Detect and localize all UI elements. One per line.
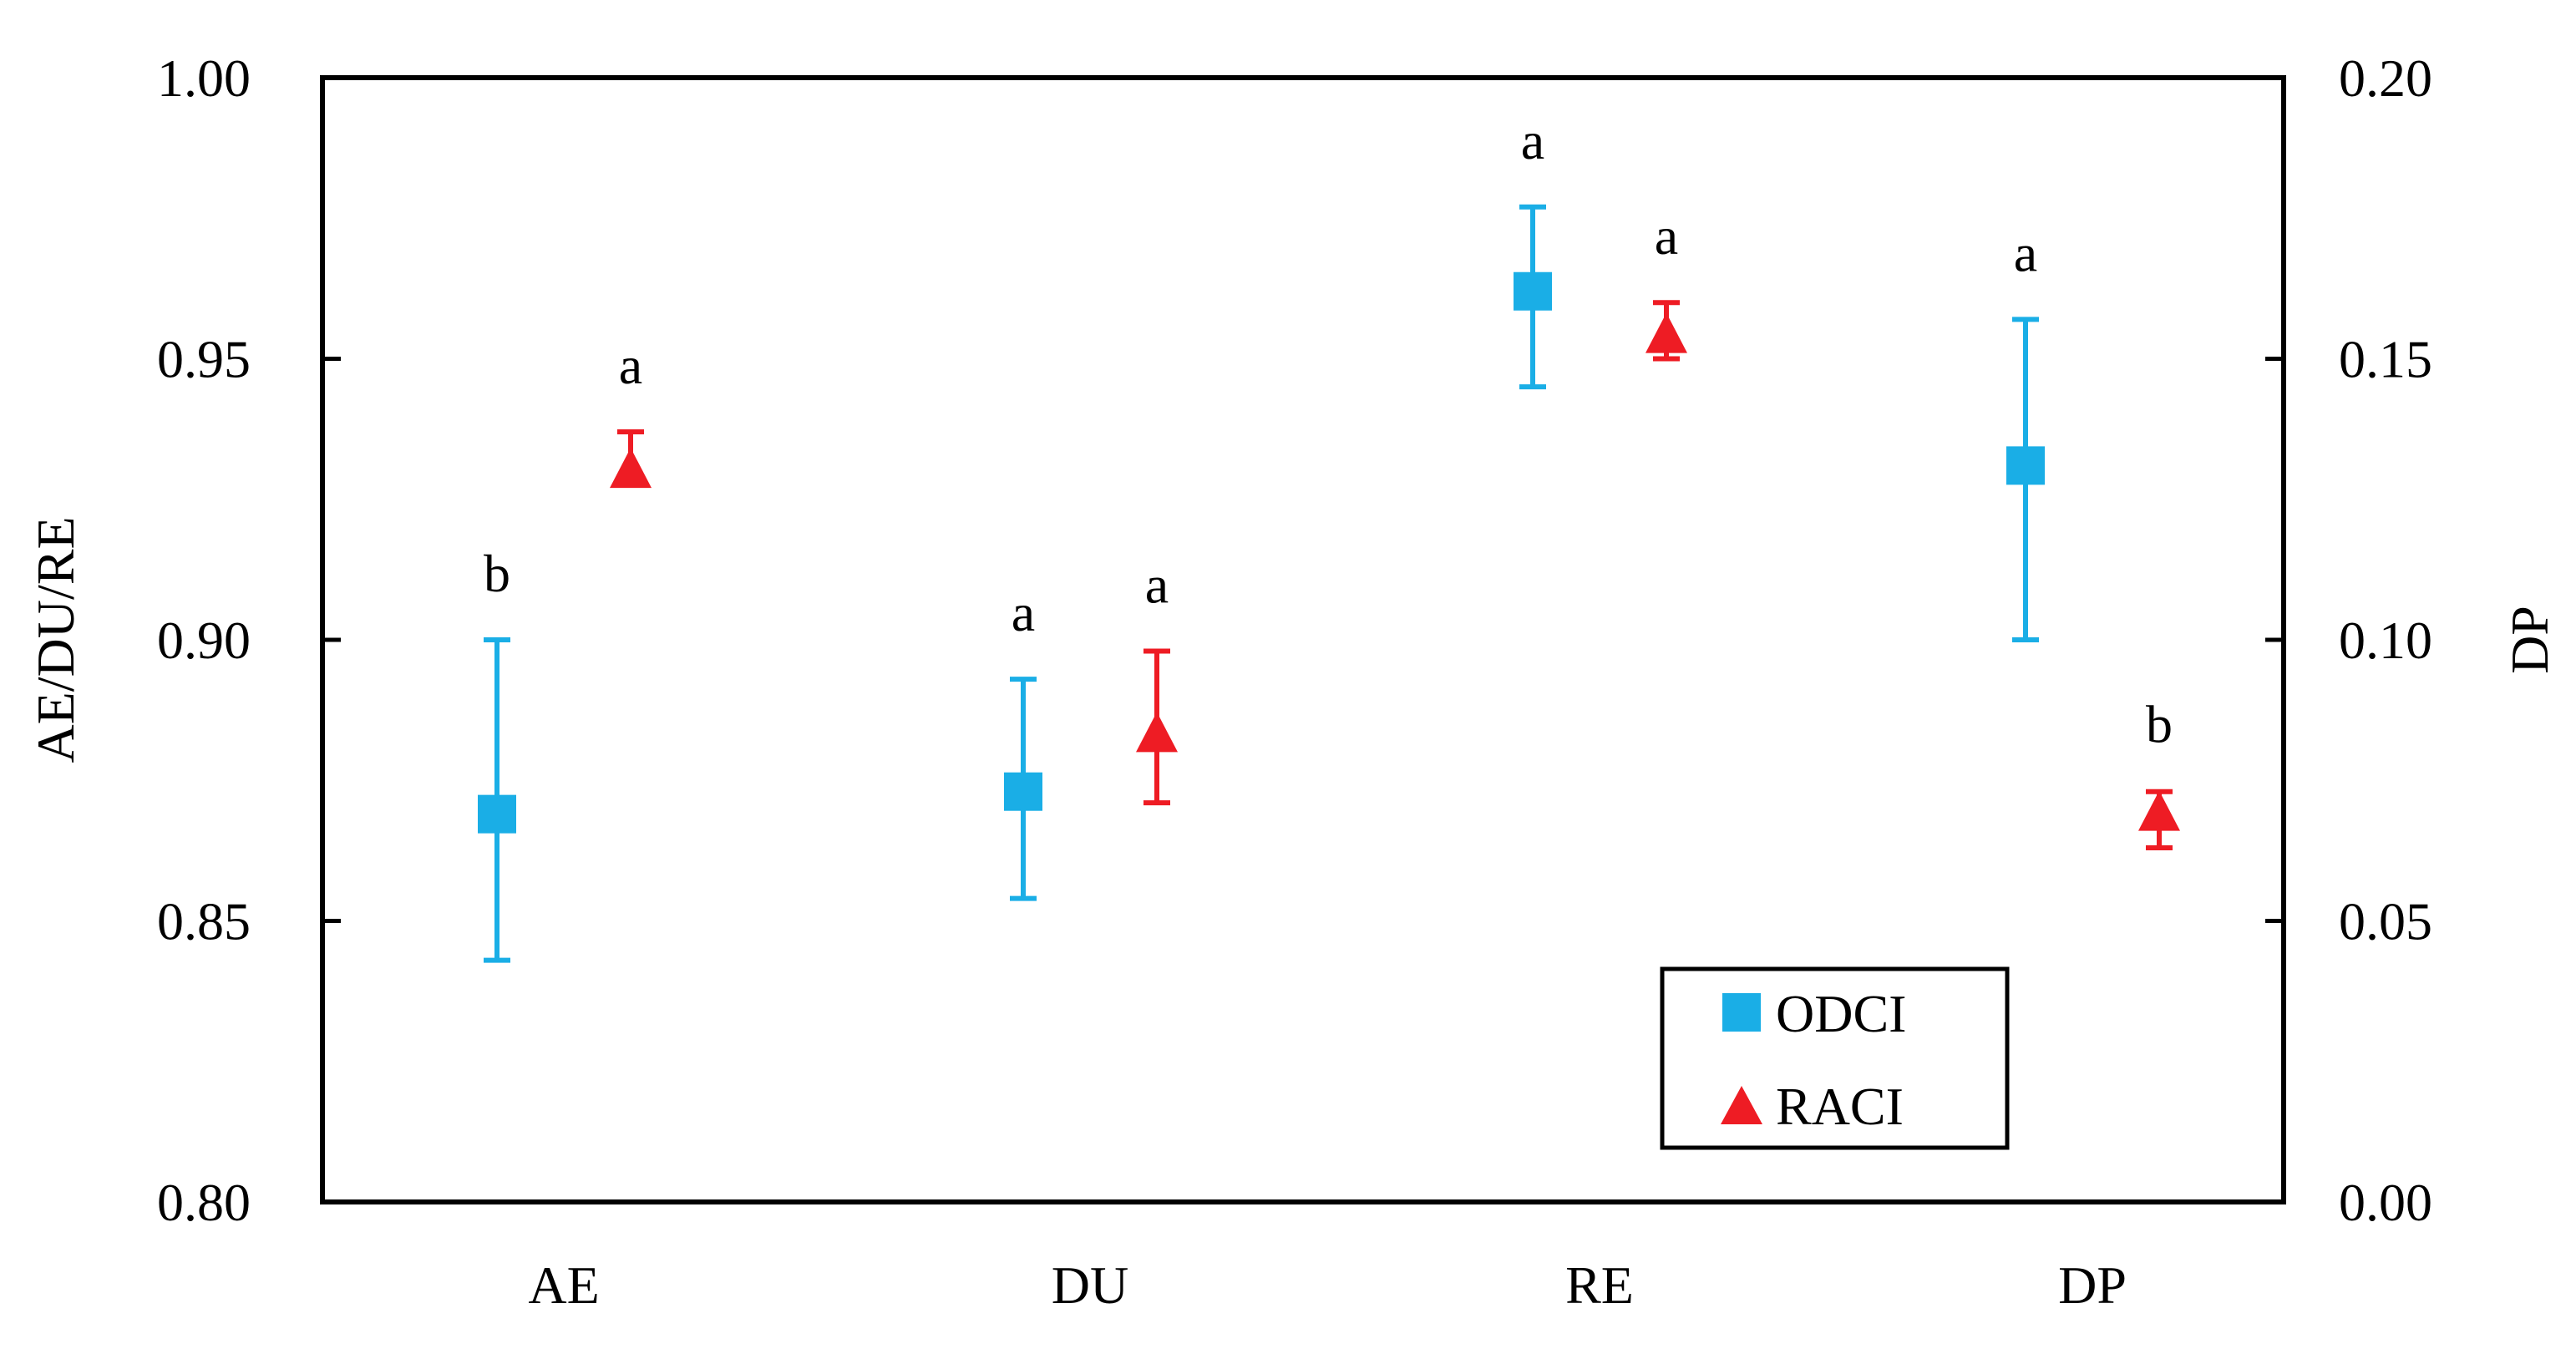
data-point-triangle: [1645, 312, 1687, 353]
legend: ODCI RACI: [1660, 966, 2010, 1150]
data-point-square: [1004, 772, 1042, 811]
legend-raci-label: RACI: [1776, 1077, 1904, 1136]
significance-letter: b: [2146, 695, 2173, 754]
significance-letter: b: [484, 544, 510, 603]
data-point-triangle: [1136, 712, 1178, 753]
x-axis-labels: AE DU RE DP: [528, 1255, 2127, 1315]
significance-letter: a: [1655, 206, 1678, 266]
data-point-square: [478, 794, 516, 834]
right-axis-label: DP: [2500, 606, 2559, 674]
significance-letter: a: [1521, 111, 1544, 170]
legend-odci-label: ODCI: [1776, 984, 1906, 1043]
legend-odci-marker: [1722, 993, 1761, 1032]
right-tick-label: 0.15: [2339, 330, 2432, 389]
data-point-square: [1514, 271, 1552, 311]
x-tick-label: DP: [2058, 1255, 2127, 1315]
data-marks: b a a a a a a b: [478, 111, 2180, 963]
legend-box: [1660, 966, 2010, 1150]
right-axis-ticks: 0.00 0.05 0.10 0.15 0.20: [2265, 48, 2432, 1232]
left-tick-label: 0.95: [157, 330, 251, 389]
left-tick-label: 0.80: [157, 1173, 251, 1232]
left-tick-label: 1.00: [157, 48, 251, 108]
significance-letter: a: [1145, 555, 1169, 614]
x-tick-label: RE: [1565, 1255, 1634, 1315]
right-tick-label: 0.20: [2339, 48, 2432, 108]
data-point-square: [2006, 446, 2045, 485]
left-axis-ticks: 0.80 0.85 0.90 0.95 1.00: [157, 48, 341, 1232]
x-tick-label: AE: [528, 1255, 599, 1315]
left-tick-label: 0.85: [157, 892, 251, 951]
legend-raci-marker: [1721, 1086, 1762, 1124]
right-tick-label: 0.00: [2339, 1173, 2432, 1232]
right-tick-label: 0.10: [2339, 611, 2432, 670]
left-tick-label: 0.90: [157, 611, 251, 670]
data-point-triangle: [610, 448, 652, 489]
data-point-triangle: [2138, 790, 2180, 831]
right-tick-label: 0.05: [2339, 892, 2432, 951]
left-axis-label: AE/DU/RE: [26, 516, 85, 763]
significance-letter: a: [2014, 223, 2037, 282]
significance-letter: a: [1012, 583, 1035, 642]
significance-letter: a: [619, 336, 642, 395]
x-tick-label: DU: [1052, 1255, 1128, 1315]
